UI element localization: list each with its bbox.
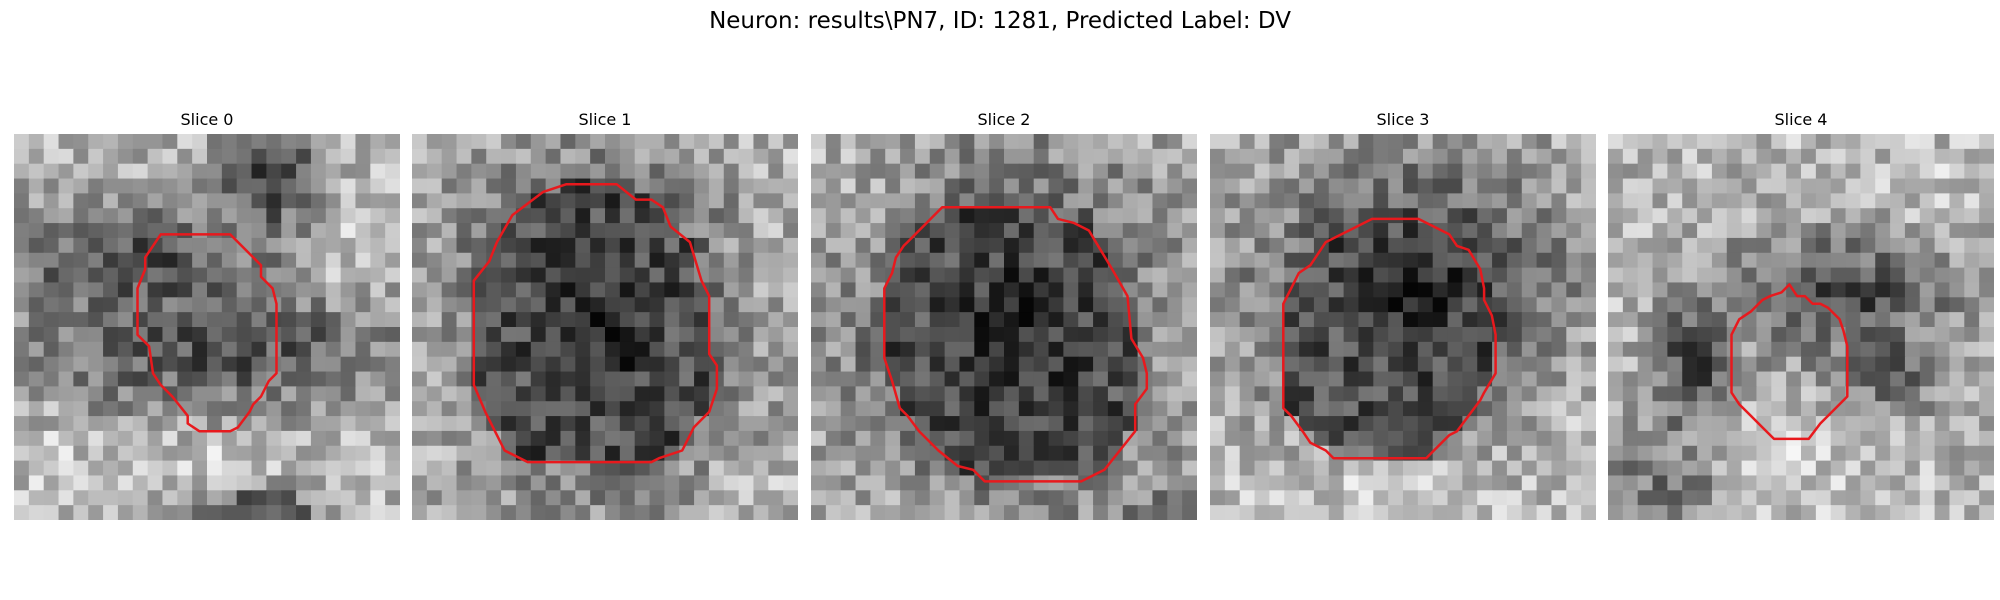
slice-panel: Slice 1 <box>412 108 798 520</box>
slice-panel: Slice 4 <box>1608 108 1994 520</box>
figure-title: Neuron: results\PN7, ID: 1281, Predicted… <box>709 8 1291 34</box>
slice-title: Slice 1 <box>578 110 632 129</box>
slice-title: Slice 4 <box>1774 110 1828 129</box>
slice-image <box>14 134 400 520</box>
slice-image <box>412 134 798 520</box>
roi-contour <box>883 206 1149 483</box>
slice-title: Slice 3 <box>1376 110 1430 129</box>
roi-contour <box>472 182 719 464</box>
slice-image <box>1608 134 1994 520</box>
roi-contour <box>1730 283 1849 441</box>
slice-title: Slice 0 <box>180 110 234 129</box>
roi-contour <box>1282 217 1497 460</box>
slice-image <box>811 134 1197 520</box>
slice-panel: Slice 2 <box>811 108 1197 520</box>
slice-panel: Slice 3 <box>1210 108 1596 520</box>
roi-contour <box>136 233 278 433</box>
slice-image <box>1210 134 1596 520</box>
slice-title: Slice 2 <box>977 110 1031 129</box>
slice-panel: Slice 0 <box>14 108 400 520</box>
